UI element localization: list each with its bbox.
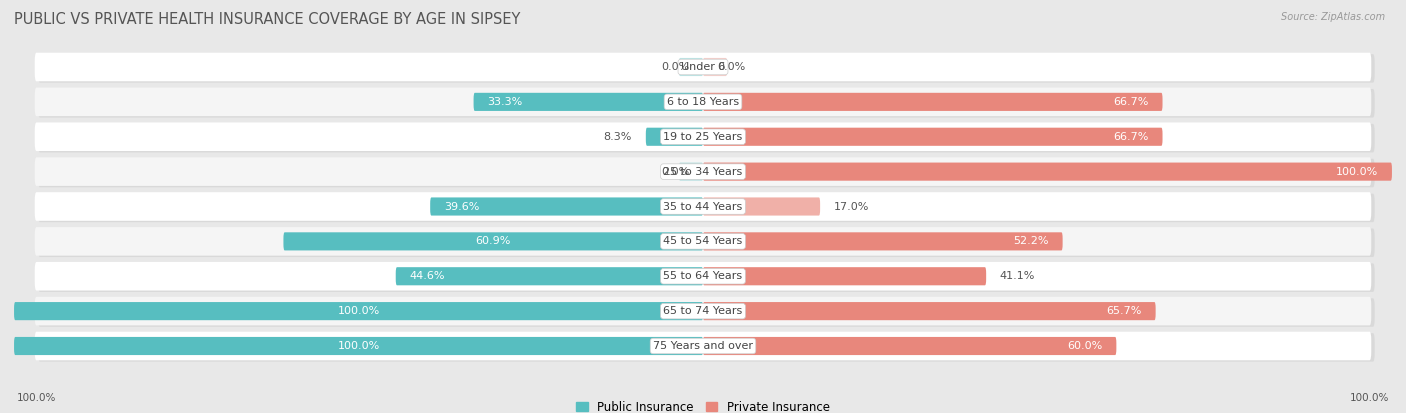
- FancyBboxPatch shape: [35, 227, 1371, 256]
- Text: PUBLIC VS PRIVATE HEALTH INSURANCE COVERAGE BY AGE IN SIPSEY: PUBLIC VS PRIVATE HEALTH INSURANCE COVER…: [14, 12, 520, 27]
- Text: 44.6%: 44.6%: [409, 271, 446, 281]
- FancyBboxPatch shape: [703, 163, 1392, 181]
- Text: Source: ZipAtlas.com: Source: ZipAtlas.com: [1281, 12, 1385, 22]
- FancyBboxPatch shape: [38, 124, 1375, 152]
- FancyBboxPatch shape: [14, 337, 703, 355]
- FancyBboxPatch shape: [679, 163, 703, 181]
- FancyBboxPatch shape: [703, 337, 1116, 355]
- Text: 25 to 34 Years: 25 to 34 Years: [664, 166, 742, 177]
- FancyBboxPatch shape: [14, 302, 703, 320]
- FancyBboxPatch shape: [474, 93, 703, 111]
- Text: 17.0%: 17.0%: [834, 202, 869, 211]
- FancyBboxPatch shape: [679, 58, 703, 76]
- FancyBboxPatch shape: [38, 89, 1375, 118]
- Text: 100.0%: 100.0%: [337, 306, 380, 316]
- Text: 100.0%: 100.0%: [337, 341, 380, 351]
- FancyBboxPatch shape: [703, 232, 1063, 250]
- FancyBboxPatch shape: [38, 159, 1375, 188]
- Text: 0.0%: 0.0%: [661, 166, 689, 177]
- FancyBboxPatch shape: [35, 262, 1371, 291]
- Text: 0.0%: 0.0%: [717, 62, 745, 72]
- FancyBboxPatch shape: [395, 267, 703, 285]
- Text: 39.6%: 39.6%: [444, 202, 479, 211]
- Text: 60.9%: 60.9%: [475, 236, 510, 247]
- Text: 52.2%: 52.2%: [1014, 236, 1049, 247]
- FancyBboxPatch shape: [430, 197, 703, 216]
- Text: 45 to 54 Years: 45 to 54 Years: [664, 236, 742, 247]
- Text: 0.0%: 0.0%: [661, 62, 689, 72]
- Text: 100.0%: 100.0%: [1350, 393, 1389, 403]
- Text: 8.3%: 8.3%: [603, 132, 633, 142]
- FancyBboxPatch shape: [35, 157, 1371, 186]
- FancyBboxPatch shape: [38, 228, 1375, 257]
- Text: 35 to 44 Years: 35 to 44 Years: [664, 202, 742, 211]
- Text: 66.7%: 66.7%: [1114, 132, 1149, 142]
- FancyBboxPatch shape: [38, 298, 1375, 327]
- Text: 19 to 25 Years: 19 to 25 Years: [664, 132, 742, 142]
- FancyBboxPatch shape: [703, 197, 820, 216]
- FancyBboxPatch shape: [38, 263, 1375, 292]
- FancyBboxPatch shape: [38, 54, 1375, 83]
- FancyBboxPatch shape: [703, 267, 986, 285]
- Text: 65.7%: 65.7%: [1107, 306, 1142, 316]
- Text: 55 to 64 Years: 55 to 64 Years: [664, 271, 742, 281]
- FancyBboxPatch shape: [284, 232, 703, 250]
- FancyBboxPatch shape: [703, 58, 727, 76]
- Legend: Public Insurance, Private Insurance: Public Insurance, Private Insurance: [576, 401, 830, 413]
- Text: 33.3%: 33.3%: [488, 97, 523, 107]
- FancyBboxPatch shape: [35, 192, 1371, 221]
- FancyBboxPatch shape: [35, 332, 1371, 360]
- FancyBboxPatch shape: [38, 333, 1375, 362]
- Text: 41.1%: 41.1%: [1000, 271, 1035, 281]
- Text: 75 Years and over: 75 Years and over: [652, 341, 754, 351]
- FancyBboxPatch shape: [703, 128, 1163, 146]
- FancyBboxPatch shape: [645, 128, 703, 146]
- Text: 65 to 74 Years: 65 to 74 Years: [664, 306, 742, 316]
- Text: 6 to 18 Years: 6 to 18 Years: [666, 97, 740, 107]
- Text: 66.7%: 66.7%: [1114, 97, 1149, 107]
- Text: 100.0%: 100.0%: [17, 393, 56, 403]
- Text: 100.0%: 100.0%: [1336, 166, 1378, 177]
- FancyBboxPatch shape: [35, 88, 1371, 116]
- Text: Under 6: Under 6: [681, 62, 725, 72]
- FancyBboxPatch shape: [35, 297, 1371, 325]
- FancyBboxPatch shape: [703, 93, 1163, 111]
- FancyBboxPatch shape: [38, 194, 1375, 222]
- FancyBboxPatch shape: [703, 302, 1156, 320]
- Text: 60.0%: 60.0%: [1067, 341, 1102, 351]
- FancyBboxPatch shape: [35, 53, 1371, 81]
- FancyBboxPatch shape: [35, 122, 1371, 151]
